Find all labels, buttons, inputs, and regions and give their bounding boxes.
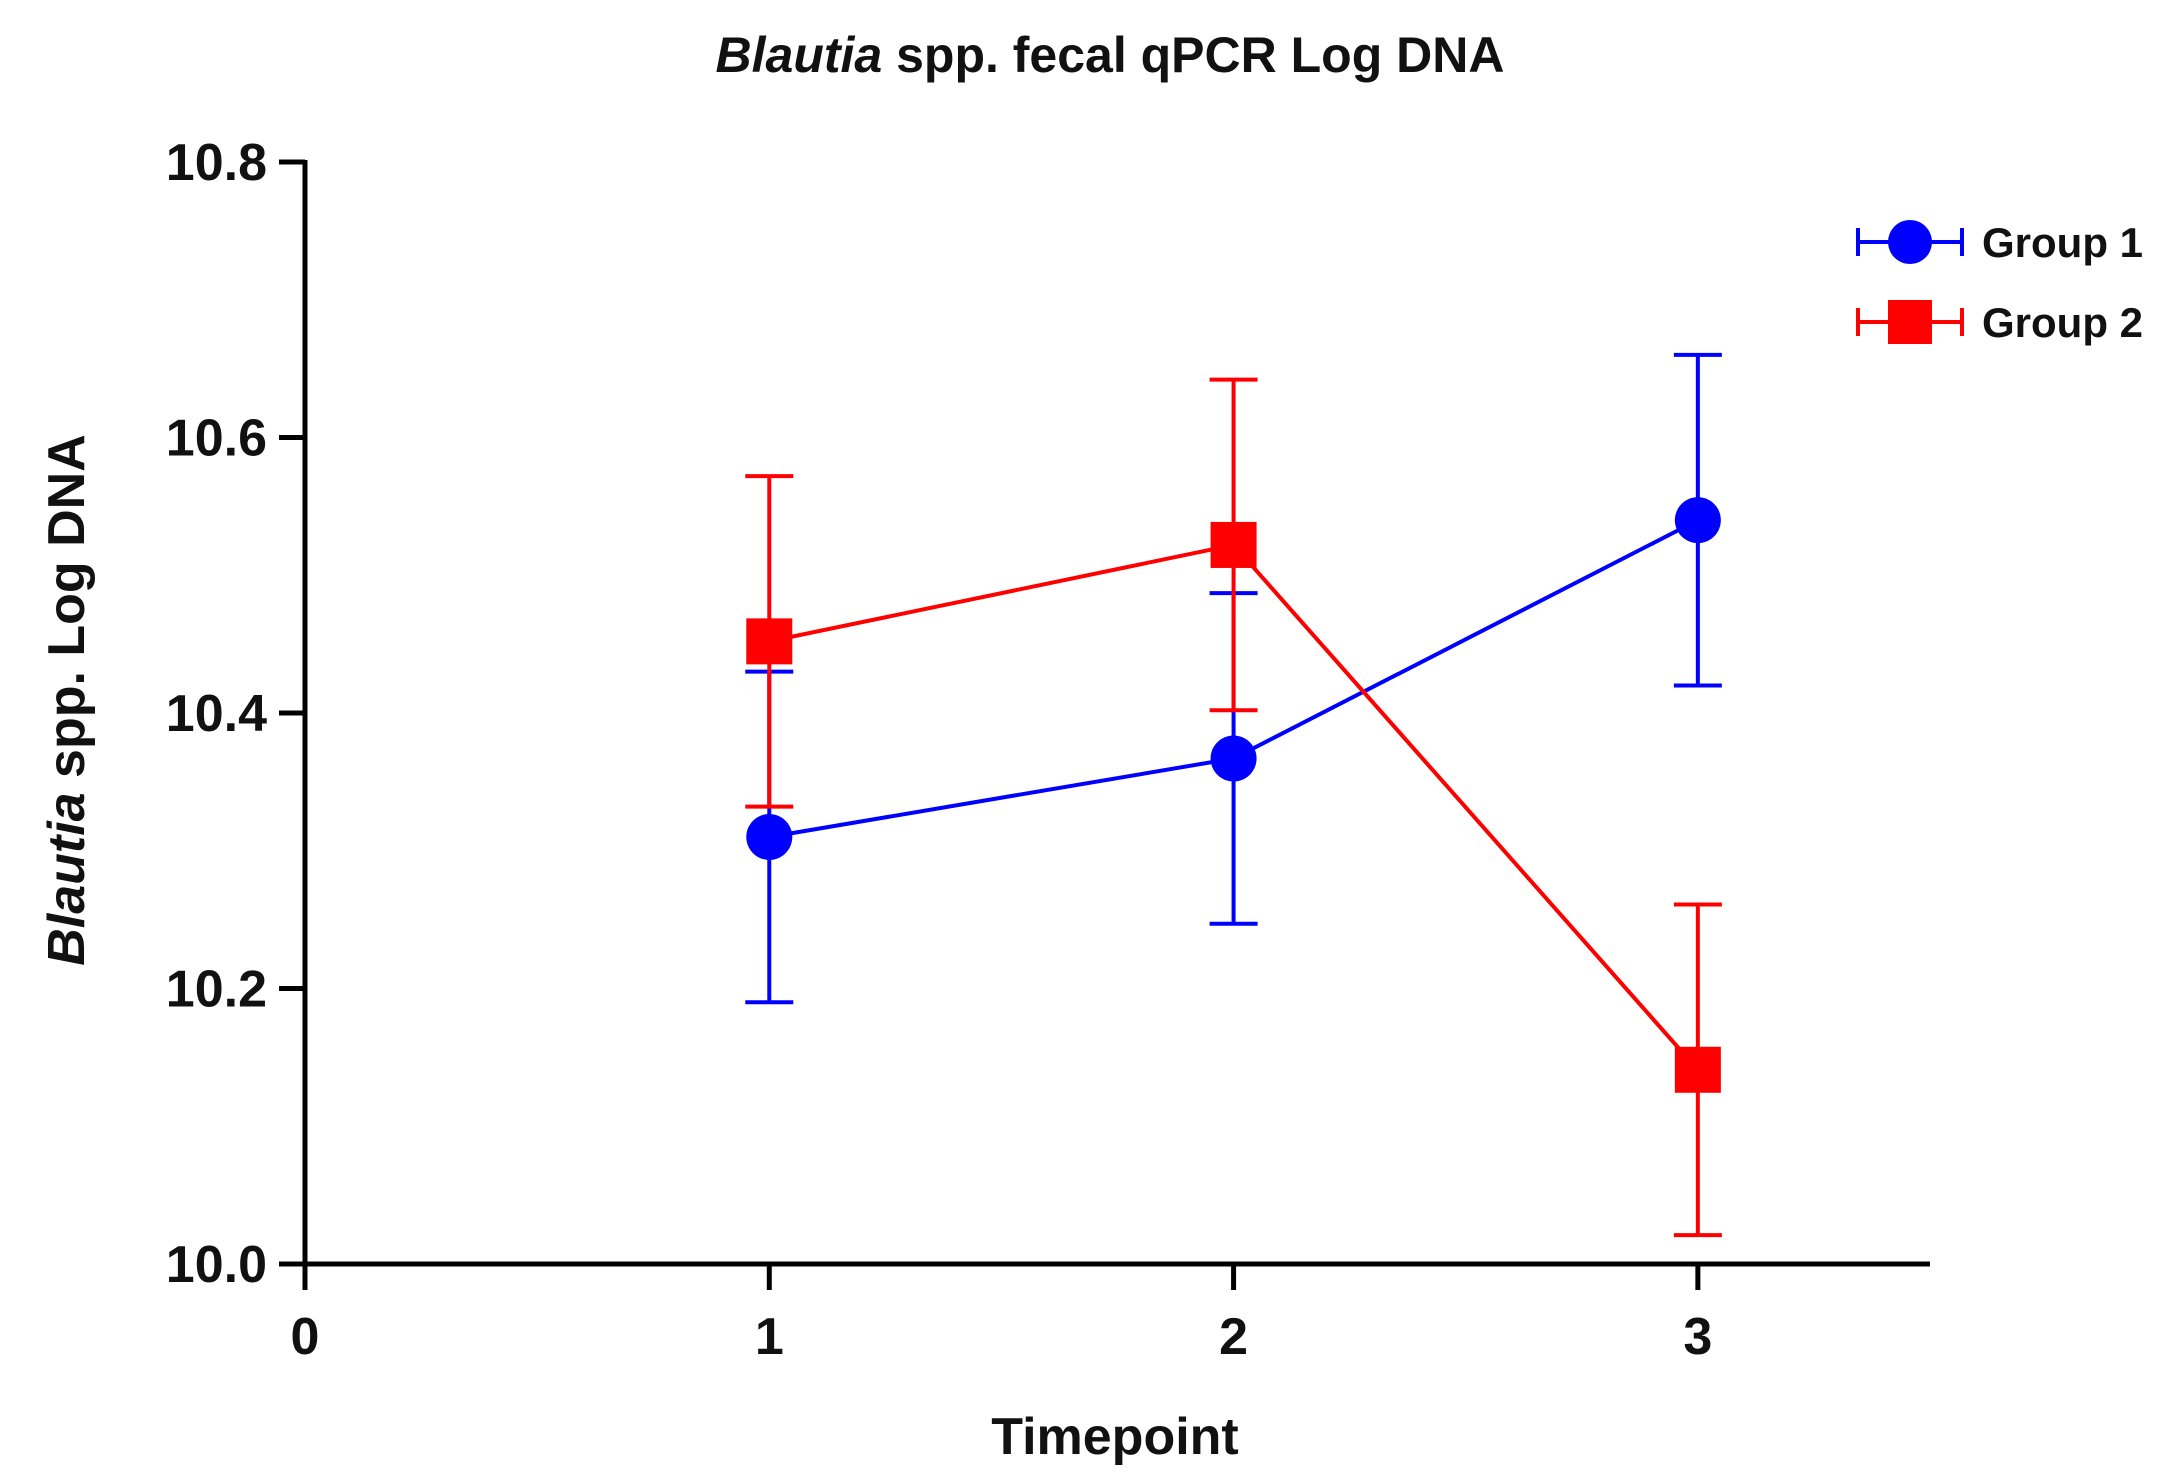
data-point <box>746 813 793 860</box>
x-tick-label: 1 <box>755 1308 784 1366</box>
x-tick-label: 0 <box>291 1308 320 1366</box>
y-axis-title-rest: spp. Log DNA <box>38 434 96 792</box>
chart-title: Blautia spp. fecal qPCR Log DNA <box>716 27 1505 83</box>
data-point <box>1674 497 1721 544</box>
x-tick-label: 3 <box>1683 1308 1712 1366</box>
y-tick-label: 10.6 <box>166 410 267 468</box>
legend-item: Group 1 <box>1856 219 2143 266</box>
x-axis-title: Timepoint <box>991 1408 1238 1466</box>
data-point <box>746 618 793 665</box>
y-axis-title-italic: Blautia <box>38 792 96 965</box>
series-layer <box>745 352 1722 1238</box>
chart-title-italic: Blautia <box>716 27 883 83</box>
series-2 <box>745 377 1722 1238</box>
y-tick-label: 10.4 <box>166 685 267 743</box>
legend-marker <box>1888 300 1932 344</box>
legend: Group 1 Group 2 <box>1856 219 2143 346</box>
data-point <box>1210 735 1257 782</box>
legend-label: Group 2 <box>1982 299 2143 346</box>
y-axis-title: Blautia spp. Log DNA <box>38 434 96 966</box>
legend-item: Group 2 <box>1856 299 2143 346</box>
chart-title-rest: spp. fecal qPCR Log DNA <box>882 27 1504 83</box>
legend-marker <box>1888 220 1932 264</box>
x-tick-label: 2 <box>1219 1308 1248 1366</box>
legend-label: Group 1 <box>1982 219 2143 266</box>
axes: 10.0 10.2 10.4 10.6 10.8 0 1 2 3 <box>166 134 1930 1366</box>
data-point <box>1210 521 1257 568</box>
data-point <box>1674 1046 1721 1093</box>
y-tick-label: 10.2 <box>166 961 267 1019</box>
y-tick-label: 10.0 <box>166 1236 267 1294</box>
y-tick-label: 10.8 <box>166 134 267 192</box>
